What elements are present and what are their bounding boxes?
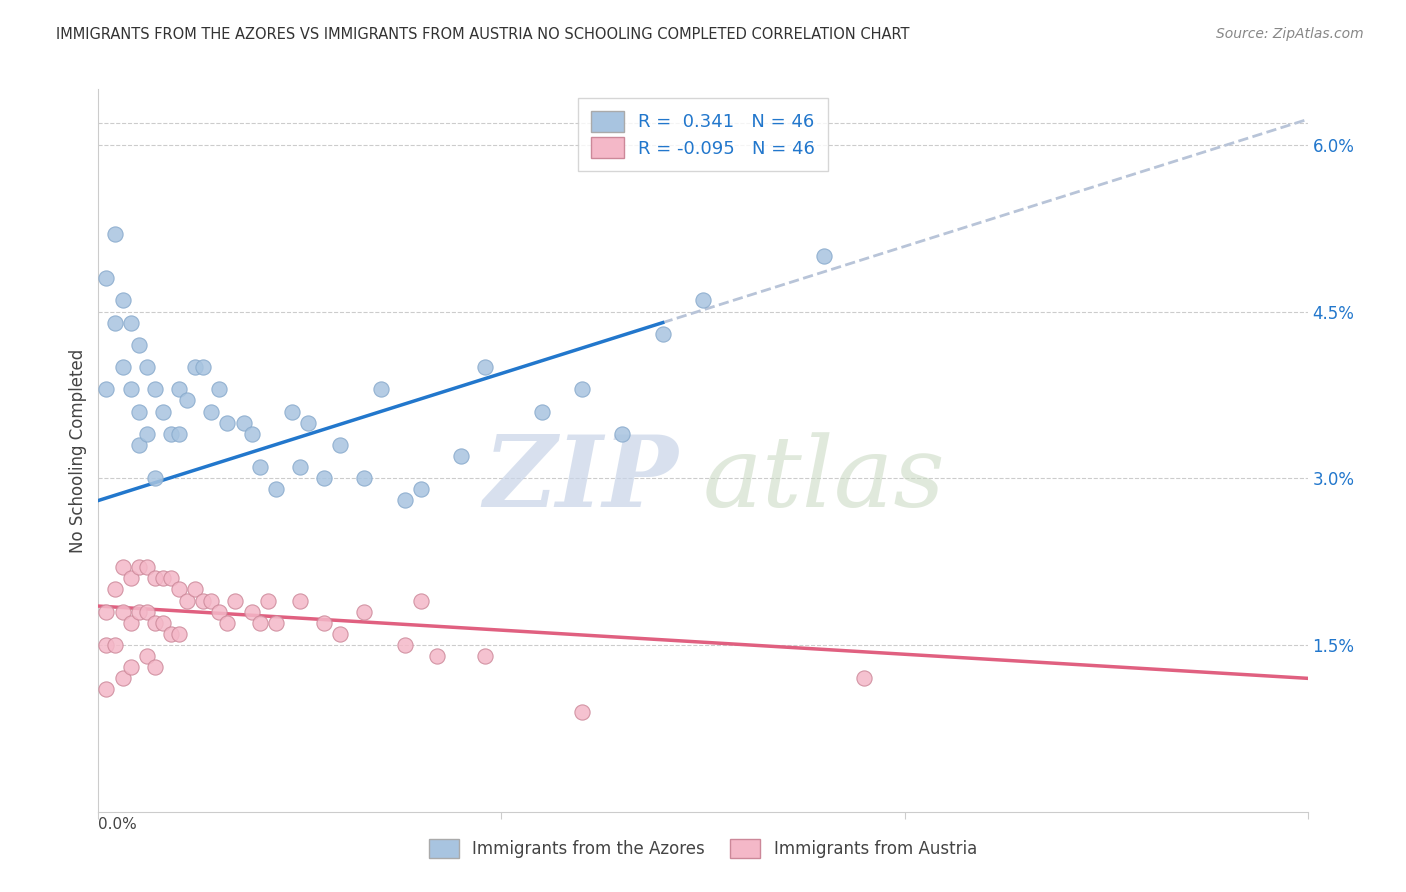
Point: [135, 426, 157, 441]
Point: [103, 582, 125, 597]
Point: [176, 393, 198, 408]
Point: [853, 671, 876, 685]
Point: [143, 660, 166, 674]
Point: [103, 316, 125, 330]
Point: [128, 404, 150, 418]
Point: [394, 493, 416, 508]
Point: [394, 638, 416, 652]
Point: [120, 660, 142, 674]
Point: [530, 404, 553, 418]
Point: [160, 571, 183, 585]
Point: [184, 582, 207, 597]
Point: [152, 615, 174, 630]
Point: [152, 571, 174, 585]
Point: [135, 560, 157, 574]
Y-axis label: No Schooling Completed: No Schooling Completed: [69, 349, 87, 552]
Point: [96, 271, 118, 285]
Point: [128, 338, 150, 352]
Point: [370, 382, 392, 396]
Point: [96, 682, 118, 697]
Point: [111, 560, 134, 574]
Point: [813, 249, 835, 263]
Point: [224, 593, 246, 607]
Point: [256, 593, 278, 607]
Point: [184, 360, 207, 375]
Point: [152, 404, 174, 418]
Point: [208, 605, 231, 619]
Point: [249, 615, 271, 630]
Point: [240, 426, 263, 441]
Point: [128, 438, 150, 452]
Point: [160, 426, 183, 441]
Point: [103, 638, 125, 652]
Point: [135, 605, 157, 619]
Point: [143, 615, 166, 630]
Text: 0.0%: 0.0%: [98, 817, 138, 831]
Point: [167, 582, 190, 597]
Point: [314, 471, 336, 485]
Point: [135, 360, 157, 375]
Point: [409, 483, 432, 497]
Legend: Immigrants from the Azores, Immigrants from Austria: Immigrants from the Azores, Immigrants f…: [419, 830, 987, 869]
Point: [450, 449, 472, 463]
Point: [167, 382, 190, 396]
Point: [128, 560, 150, 574]
Point: [288, 460, 311, 475]
Point: [217, 615, 239, 630]
Point: [217, 416, 239, 430]
Point: [288, 593, 311, 607]
Point: [143, 382, 166, 396]
Point: [167, 627, 190, 641]
Point: [176, 593, 198, 607]
Point: [135, 649, 157, 664]
Point: [264, 483, 287, 497]
Text: atlas: atlas: [703, 432, 946, 527]
Point: [474, 649, 496, 664]
Point: [409, 593, 432, 607]
Point: [111, 671, 134, 685]
Point: [353, 471, 375, 485]
Point: [120, 316, 142, 330]
Point: [167, 426, 190, 441]
Point: [143, 471, 166, 485]
Point: [96, 605, 118, 619]
Point: [281, 404, 304, 418]
Point: [329, 627, 352, 641]
Point: [353, 605, 375, 619]
Point: [193, 593, 215, 607]
Point: [651, 326, 673, 341]
Point: [120, 571, 142, 585]
Point: [329, 438, 352, 452]
Text: IMMIGRANTS FROM THE AZORES VS IMMIGRANTS FROM AUSTRIA NO SCHOOLING COMPLETED COR: IMMIGRANTS FROM THE AZORES VS IMMIGRANTS…: [56, 27, 910, 42]
Point: [249, 460, 271, 475]
Point: [200, 593, 222, 607]
Point: [314, 615, 336, 630]
Point: [96, 382, 118, 396]
Point: [264, 615, 287, 630]
Point: [571, 705, 593, 719]
Text: ZIP: ZIP: [484, 431, 679, 527]
Point: [612, 426, 634, 441]
Point: [692, 293, 714, 308]
Point: [232, 416, 254, 430]
Point: [128, 605, 150, 619]
Point: [297, 416, 319, 430]
Point: [160, 627, 183, 641]
Point: [474, 360, 496, 375]
Point: [120, 382, 142, 396]
Text: Source: ZipAtlas.com: Source: ZipAtlas.com: [1216, 27, 1364, 41]
Point: [143, 571, 166, 585]
Point: [571, 382, 593, 396]
Point: [111, 293, 134, 308]
Point: [111, 605, 134, 619]
Point: [426, 649, 449, 664]
Point: [111, 360, 134, 375]
Point: [208, 382, 231, 396]
Point: [103, 227, 125, 241]
Point: [240, 605, 263, 619]
Point: [96, 638, 118, 652]
Point: [200, 404, 222, 418]
Point: [120, 615, 142, 630]
Point: [193, 360, 215, 375]
